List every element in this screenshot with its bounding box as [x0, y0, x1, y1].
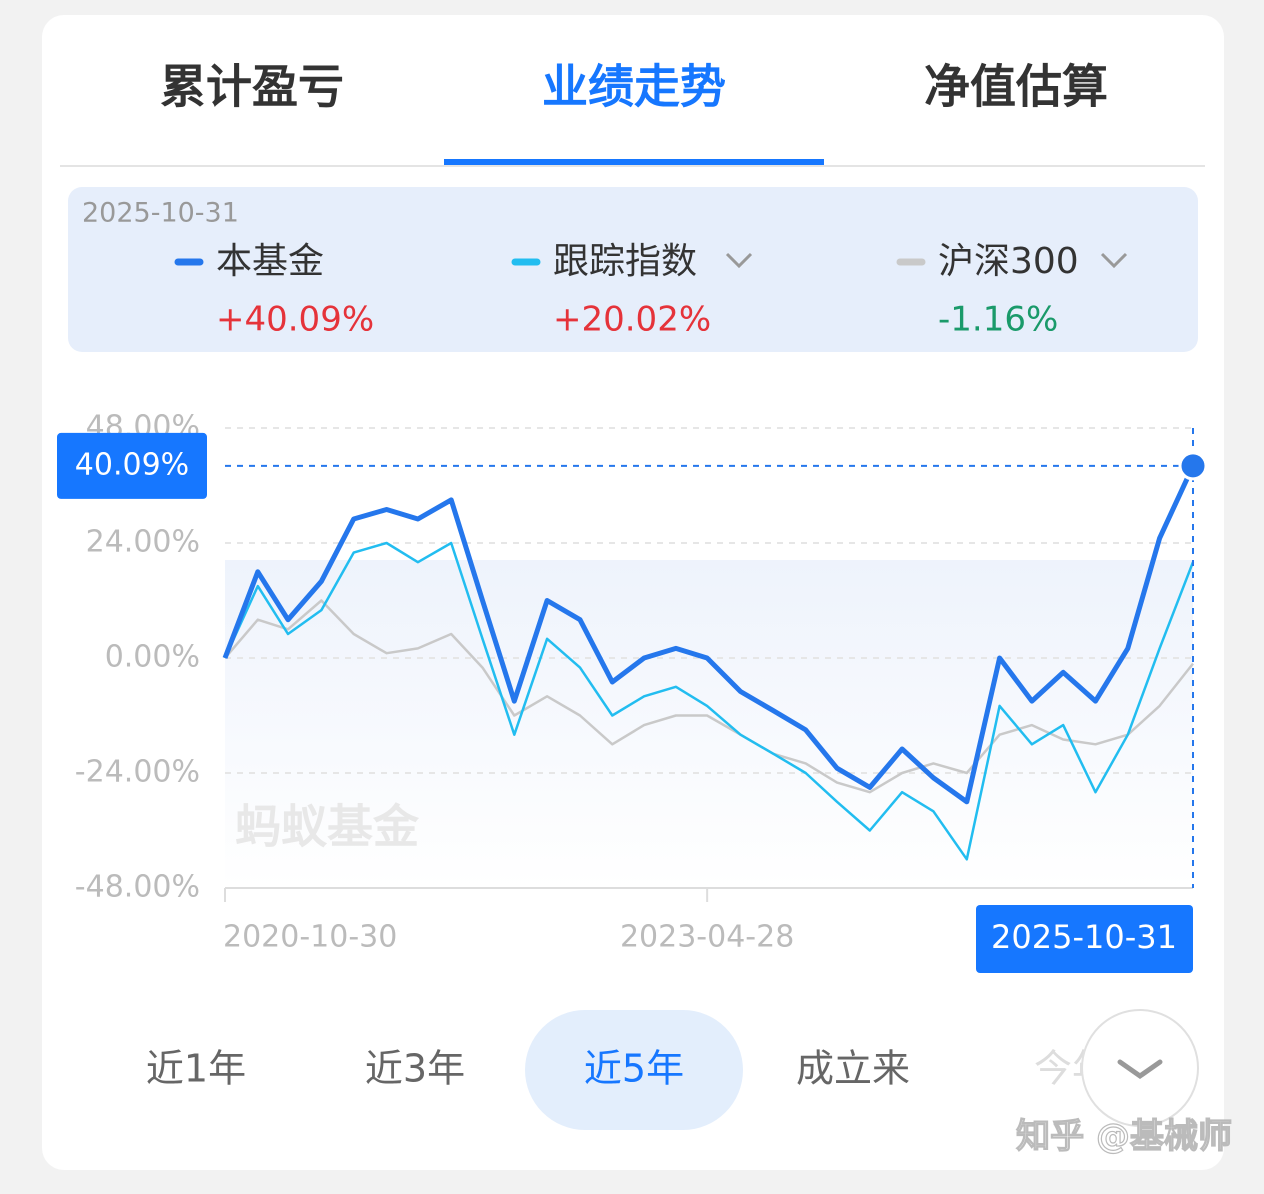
range-pill[interactable]	[525, 1010, 743, 1130]
legend-value: +20.02%	[553, 300, 711, 340]
y-tick-label: 24.00%	[86, 525, 200, 560]
crosshair-y-box	[57, 432, 207, 499]
tab[interactable]: 业绩走势	[542, 60, 726, 114]
y-tick-label: 0.00%	[105, 640, 200, 675]
tab-underline	[444, 159, 824, 165]
range-button[interactable]: 成立来	[796, 1047, 910, 1091]
series-line	[224, 599, 1194, 794]
expand-chevron	[1117, 1059, 1163, 1080]
expand-button[interactable]	[1081, 1009, 1199, 1127]
legend-name: 沪深300	[938, 241, 1079, 282]
legend-name: 本基金	[216, 241, 324, 282]
crosshair-x-box	[976, 905, 1193, 973]
crosshair-x-label: 2025-10-31	[991, 918, 1177, 956]
y-tick-label: -48.00%	[75, 870, 200, 905]
tab[interactable]: 净值估算	[924, 60, 1108, 114]
crosshair-y-label: 40.09%	[75, 447, 189, 482]
range-button[interactable]: 近3年	[365, 1047, 465, 1091]
y-tick-label: -24.00%	[75, 755, 200, 790]
series-line	[222, 464, 1196, 805]
x-tick-label: 2023-04-28	[620, 920, 794, 955]
legend-value: +40.09%	[216, 300, 374, 340]
legend-name: 跟踪指数	[553, 241, 697, 282]
tab[interactable]: 累计盈亏	[160, 60, 344, 114]
chart-watermark: 蚂蚁基金	[235, 800, 420, 854]
legend-dropdown[interactable]	[725, 252, 753, 269]
series-line	[223, 541, 1195, 861]
summary-date: 2025-10-31	[82, 198, 239, 229]
crosshair-dot	[1178, 451, 1208, 481]
footer-watermark: 知乎 @基械师	[1016, 1117, 1232, 1157]
legend-dropdown[interactable]	[1100, 252, 1128, 269]
range-button[interactable]: 近5年	[584, 1047, 684, 1091]
legend-value: -1.16%	[938, 300, 1058, 340]
summary-box	[68, 187, 1198, 352]
range-button[interactable]: 近1年	[146, 1047, 246, 1091]
x-tick-label: 2020-10-30	[223, 920, 397, 955]
